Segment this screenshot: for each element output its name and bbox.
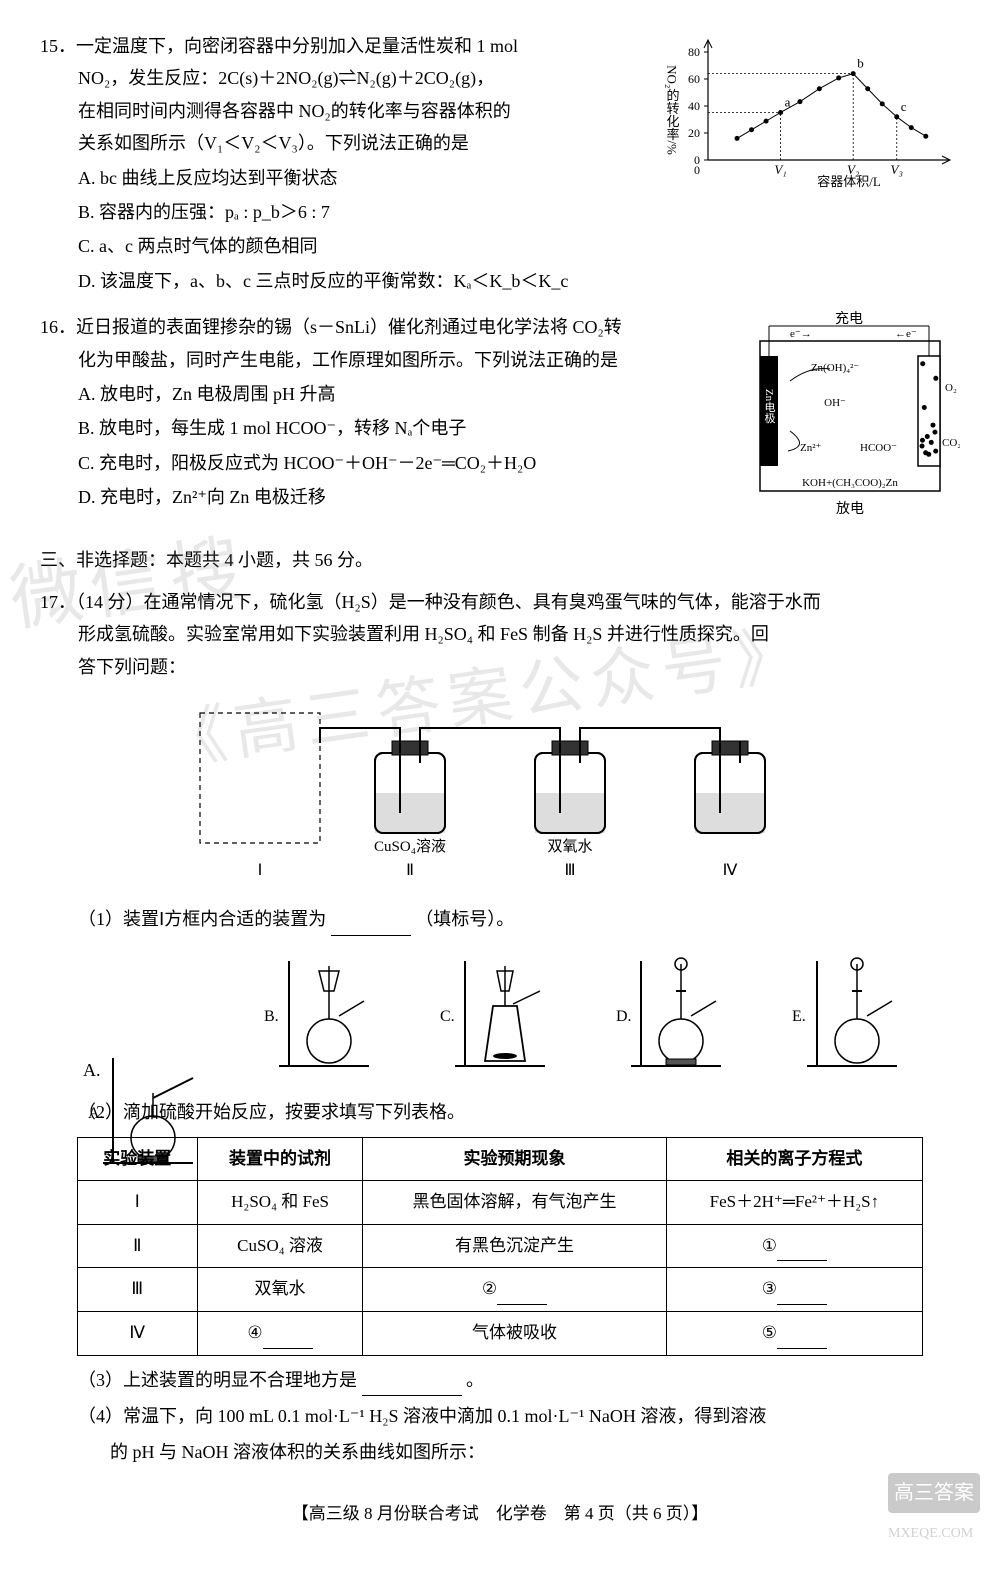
table-cell: ④	[197, 1312, 363, 1356]
option-a-apparatus: A. A.	[83, 1043, 213, 1086]
svg-text:CuSO₄溶液: CuSO₄溶液	[374, 838, 446, 855]
table-row: Ⅳ④气体被吸收⑤	[77, 1312, 922, 1356]
option-d-apparatus: D.	[611, 946, 741, 1086]
svg-text:充电: 充电	[835, 311, 863, 327]
table-cell: 气体被吸收	[363, 1312, 666, 1356]
svg-text:Ⅲ: Ⅲ	[564, 862, 575, 879]
q15-option-c: C. a、c 两点时气体的颜色相同	[40, 230, 960, 262]
q17-sub1: （1）装置Ⅰ方框内合适的装置为 （填标号）。	[40, 903, 960, 935]
option-e-apparatus: E.	[787, 946, 917, 1086]
option-c-apparatus: C.	[435, 946, 565, 1086]
q17-points: （14 分）	[76, 592, 144, 612]
table-cell: ①	[666, 1224, 923, 1268]
option-b-apparatus: B.	[259, 946, 389, 1086]
table-cell: H₂SO₄ 和 FeS	[197, 1181, 363, 1225]
svg-text:b: b	[857, 56, 864, 71]
blank-field[interactable]	[263, 1328, 313, 1348]
svg-text:O₂: O₂	[945, 382, 957, 394]
svg-text:V₃: V₃	[891, 162, 903, 177]
q17-sub2: （2）滴加硫酸开始反应，按要求填写下列表格。	[40, 1096, 960, 1128]
blank-field[interactable]	[777, 1285, 827, 1305]
svg-text:B.: B.	[264, 1008, 279, 1025]
svg-text:双氧水: 双氧水	[547, 838, 592, 855]
q16-figure: 充电 e⁻→ ←e⁻ 放电 Zn电极 Zn(OH)₄²⁻ OH⁻ Zn²⁺ HCOO⁻ O₂ CO₂…	[740, 311, 960, 531]
q17-stem: 在通常情况下，硫化氢（H₂S）是一种没有颜色、具有臭鸡蛋气味的气体，能溶于水而	[144, 592, 821, 612]
table-cell: ⑤	[666, 1312, 923, 1356]
table-cell: ②	[363, 1268, 666, 1312]
table-cell: CuSO₄ 溶液	[197, 1224, 363, 1268]
table-row: Ⅲ双氧水②③	[77, 1268, 922, 1312]
table-cell: Ⅱ	[77, 1224, 197, 1268]
svg-text:E.: E.	[792, 1008, 806, 1025]
table-row: ⅠH₂SO₄ 和 FeS黑色固体溶解，有气泡产生FeS＋2H⁺═Fe²⁺＋H₂S…	[77, 1181, 922, 1225]
svg-text:KOH+(CH₃COO)₂Zn: KOH+(CH₃COO)₂Zn	[802, 477, 898, 489]
svg-text:0: 0	[694, 163, 700, 177]
q17-sub1-tail: （填标号）。	[415, 909, 514, 929]
svg-text:NO₂的转化率/%: NO₂的转化率/%	[665, 65, 680, 155]
q15-stem: 一定温度下，向密闭容器中分别加入足量活性炭和 1 mol	[76, 36, 518, 56]
q17-sub1-text: （1）装置Ⅰ方框内合适的装置为	[78, 909, 326, 929]
blank-field[interactable]	[777, 1328, 827, 1348]
svg-text:Ⅱ: Ⅱ	[406, 862, 414, 879]
q16-number: 16．	[40, 317, 76, 337]
svg-text:Ⅰ: Ⅰ	[258, 862, 263, 879]
svg-text:D.: D.	[616, 1008, 632, 1025]
table-cell: 双氧水	[197, 1268, 363, 1312]
q17-sub3-text: （3）上述装置的明显不合理地方是	[78, 1370, 357, 1390]
page-footer: 【高三级 8 月份联合考试 化学卷 第 4 页（共 6 页）】	[40, 1499, 960, 1530]
q17-sub3: （3）上述装置的明显不合理地方是 。	[40, 1364, 960, 1396]
q17-apparatus-figure: CuSO₄溶液 双氧水 Ⅰ Ⅱ Ⅲ Ⅳ	[40, 693, 960, 893]
svg-text:60: 60	[688, 72, 700, 86]
table-header: 实验预期现象	[363, 1137, 666, 1181]
table-cell: Ⅲ	[77, 1268, 197, 1312]
q17-stem: 答下列问题：	[40, 651, 960, 683]
q17-sub4: （4）常温下，向 100 mL 0.1 mol·L⁻¹ H₂S 溶液中滴加 0.…	[40, 1400, 960, 1432]
q17-sub3-tail: 。	[466, 1370, 484, 1390]
table-header: 相关的离子方程式	[666, 1137, 923, 1181]
table-cell: Ⅳ	[77, 1312, 197, 1356]
blank-field[interactable]	[331, 914, 411, 936]
q15-option-d: D. 该温度下，a、b、c 三点时反应的平衡常数：Kₐ＜K_b＜K_c	[40, 265, 960, 297]
q15-option-b: B. 容器内的压强：pₐ : p_b＞6 : 7	[40, 196, 960, 228]
svg-text:V₁: V₁	[774, 162, 786, 177]
q17-number: 17．	[40, 592, 76, 612]
blank-field[interactable]	[497, 1285, 547, 1305]
table-cell: 有黑色沉淀产生	[363, 1224, 666, 1268]
table-header: 装置中的试剂	[197, 1137, 363, 1181]
svg-text:c: c	[901, 99, 907, 114]
question-16: 充电 e⁻→ ←e⁻ 放电 Zn电极 Zn(OH)₄²⁻ OH⁻ Zn²⁺ HCOO⁻ O₂ CO₂…	[40, 311, 960, 531]
svg-text:C.: C.	[440, 1008, 455, 1025]
table-row: ⅡCuSO₄ 溶液有黑色沉淀产生①	[77, 1224, 922, 1268]
svg-text:20: 20	[688, 126, 700, 140]
svg-text:Zn电极: Zn电极	[763, 389, 776, 424]
svg-text:Ⅳ: Ⅳ	[723, 862, 738, 879]
section-3-header: 三、非选择题：本题共 4 小题，共 56 分。	[40, 544, 960, 576]
q15-chart: 020406080V₁V₂V₃abcNO₂的转化率/%容器体积/L0	[660, 30, 960, 200]
svg-text:80: 80	[688, 45, 700, 59]
question-15: 020406080V₁V₂V₃abcNO₂的转化率/%容器体积/L0 15．一定…	[40, 30, 960, 299]
question-17: 17．（14 分）在通常情况下，硫化氢（H₂S）是一种没有颜色、具有臭鸡蛋气味的…	[40, 586, 960, 1469]
svg-text:e⁻→: e⁻→	[790, 328, 812, 340]
svg-text:←e⁻: ←e⁻	[895, 328, 917, 340]
svg-text:容器体积/L: 容器体积/L	[817, 174, 881, 189]
table-cell: FeS＋2H⁺═Fe²⁺＋H₂S↑	[666, 1181, 923, 1225]
q15-number: 15．	[40, 36, 76, 56]
svg-text:40: 40	[688, 99, 700, 113]
svg-text:OH⁻: OH⁻	[824, 397, 846, 409]
q17-sub4: 的 pH 与 NaOH 溶液体积的关系曲线如图所示：	[40, 1436, 960, 1468]
svg-text:HCOO⁻: HCOO⁻	[860, 442, 897, 454]
blank-field[interactable]	[777, 1241, 827, 1261]
svg-text:Zn²⁺: Zn²⁺	[800, 442, 822, 454]
blank-field[interactable]	[362, 1374, 462, 1396]
corner-watermark: 高三答案 MXEQE.COM	[888, 1473, 980, 1549]
q17-stem: 形成氢硫酸。实验室常用如下实验装置利用 H₂SO₄ 和 FeS 制备 H₂S 并…	[40, 618, 960, 650]
table-cell: 黑色固体溶解，有气泡产生	[363, 1181, 666, 1225]
svg-text:放电: 放电	[836, 501, 864, 517]
q16-stem: 近日报道的表面锂掺杂的锡（s－SnLi）催化剂通过电化学法将 CO₂转	[76, 317, 622, 337]
svg-text:Zn(OH)₄²⁻: Zn(OH)₄²⁻	[811, 362, 860, 374]
table-cell: ③	[666, 1268, 923, 1312]
svg-text:CO₂: CO₂	[942, 437, 960, 449]
q17-option-apparatus: A. A. B. C. D. E.	[40, 946, 960, 1086]
table-cell: Ⅰ	[77, 1181, 197, 1225]
